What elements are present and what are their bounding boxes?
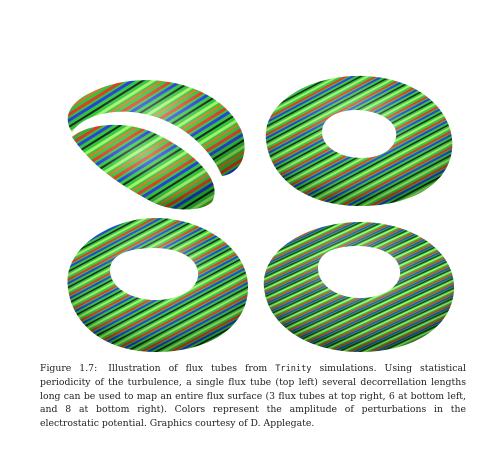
- panel-six-flux-tubes: [52, 208, 252, 356]
- flux-tube-1-render: [67, 80, 245, 210]
- figure-label: Figure 1.7:: [40, 363, 98, 374]
- figure-panels: [52, 62, 460, 356]
- caption-text-start: Illustration of flux tubes from: [108, 363, 268, 374]
- flux-tube-8-render: [263, 222, 455, 352]
- panel-eight-flux-tubes: [252, 208, 460, 356]
- flux-tube-3-render: [265, 75, 453, 206]
- caption-code-name: Trinity: [275, 364, 312, 374]
- figure-caption: Figure 1.7: Illustration of flux tubes f…: [40, 362, 466, 430]
- flux-tube-6-render: [67, 218, 249, 352]
- panel-single-flux-tube: [52, 62, 252, 212]
- caption-text-rest: simulations. Using statistical periodici…: [40, 363, 466, 429]
- panel-three-flux-tubes: [252, 62, 460, 212]
